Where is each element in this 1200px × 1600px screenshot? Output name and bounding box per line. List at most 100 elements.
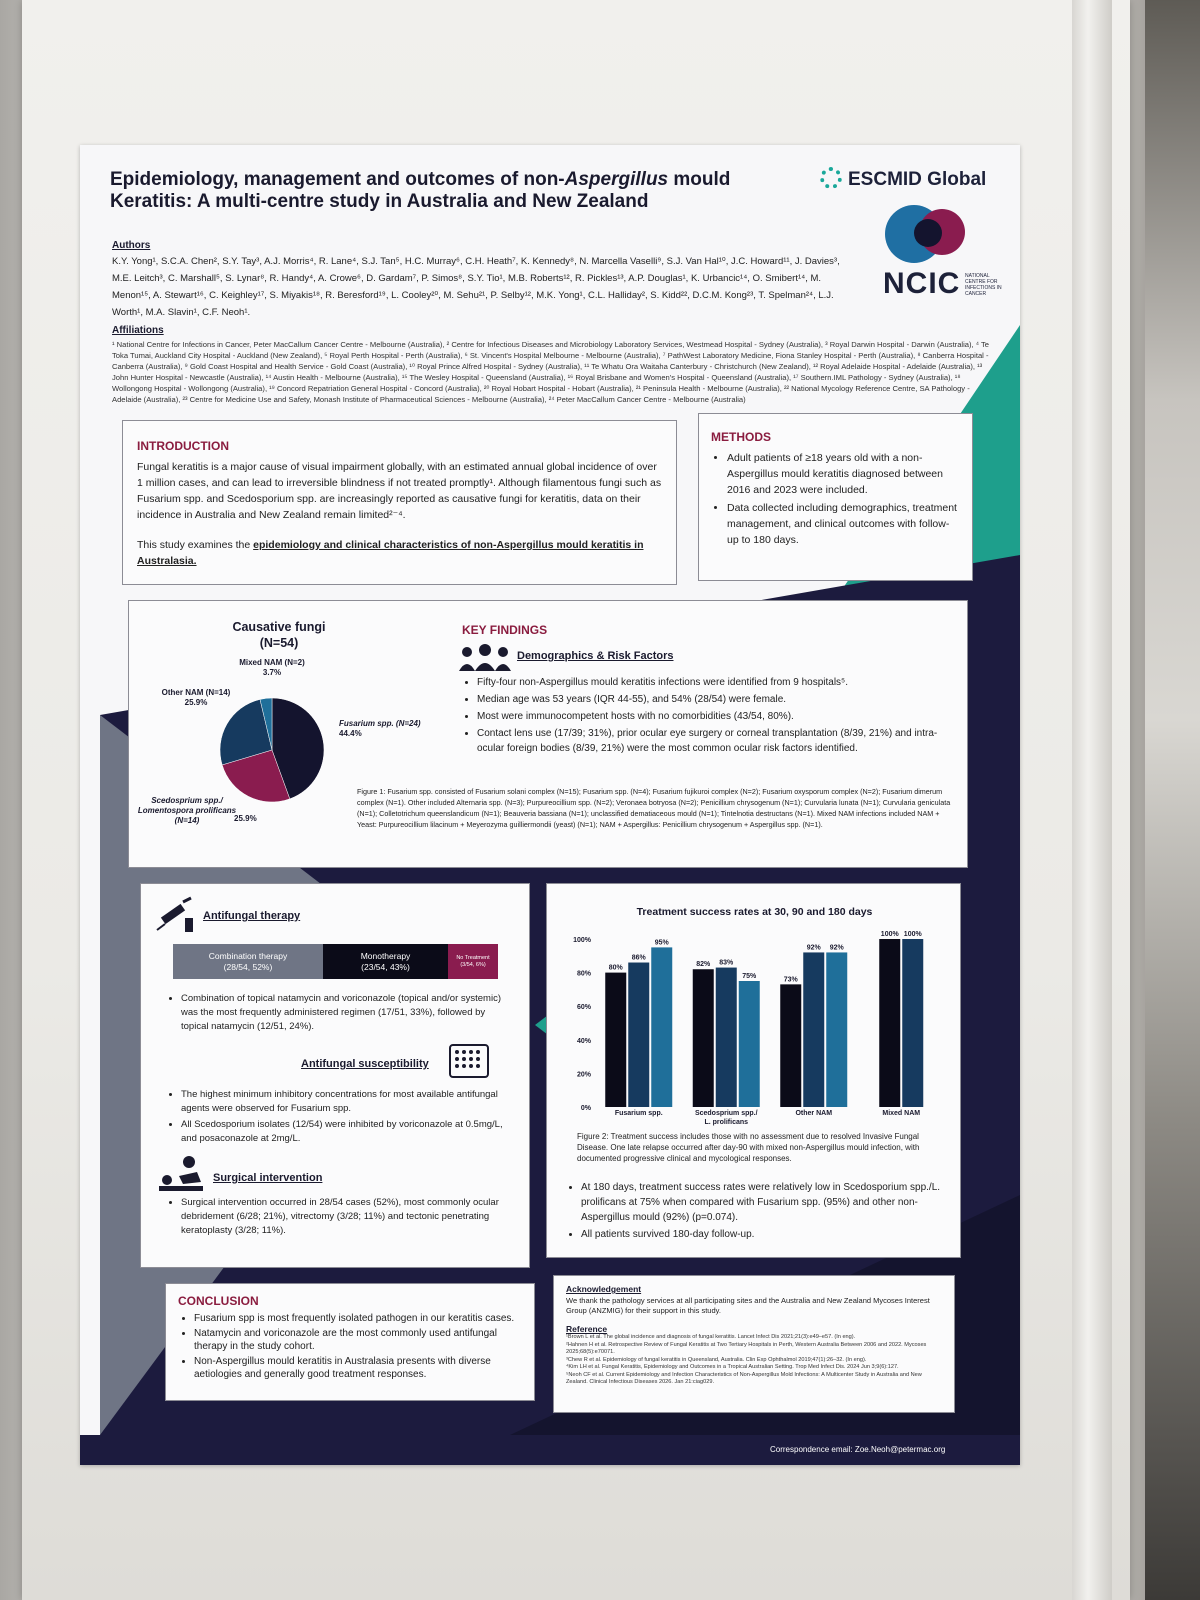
reference-heading: Reference: [566, 1324, 608, 1334]
list-item: Adult patients of ≥18 years old with a n…: [727, 450, 960, 498]
bar-value-label: 83%: [719, 960, 734, 967]
syringe-icon: [156, 896, 193, 932]
list-item: Most were immunocompetent hosts with no …: [477, 709, 951, 724]
list-item: Fusarium spp is most frequently isolated…: [194, 1312, 522, 1325]
list-item: At 180 days, treatment success rates wer…: [581, 1180, 950, 1225]
list-item: All Scedosporium isolates (12/54) were i…: [181, 1118, 515, 1146]
poster: Epidemiology, management and outcomes of…: [80, 145, 1020, 1465]
bar-chart-title: Treatment success rates at 30, 90 and 18…: [636, 906, 873, 918]
susceptibility-heading: Antifungal susceptibility: [301, 1058, 429, 1070]
figure-1-caption: Figure 1: Fusarium spp. consisted of Fus…: [357, 787, 951, 829]
list-item: The highest minimum inhibitory concentra…: [181, 1088, 515, 1116]
bar-3-1: [902, 939, 924, 1107]
segment-monotherapy: Monotherapy (23/54, 43%): [323, 944, 448, 979]
pie-slice-1: [221, 749, 291, 803]
pie-chart: [219, 697, 325, 803]
bar-2-0: [780, 984, 802, 1107]
bar-1-2: [738, 981, 760, 1107]
pie-label-fusarium: Fusarium spp. (N=24) 44.4%: [339, 719, 421, 738]
acknowledgement-heading: Acknowledgement: [566, 1284, 642, 1294]
bar-value-label: 92%: [830, 944, 845, 951]
findings-panel: Causative fungi (N=54) Mixed NAM (N=2) 3.7…: [128, 600, 968, 868]
antifungal-therapy-panel: Antifungal therapy Combination therapy (2…: [140, 883, 530, 1268]
list-item: Median age was 53 years (IQR 44-55), and…: [477, 692, 951, 707]
ncic-logo-subtitle: NATIONAL CENTRE FOR INFECTIONS IN CANCER: [965, 273, 1002, 297]
conclusion-list: Fusarium spp is most frequently isolated…: [178, 1312, 522, 1381]
ncic-logo-icon: [885, 205, 965, 263]
pie-label-scedosporium-pct: 25.9%: [234, 814, 257, 823]
reference-item: ⁵Neoh CF et al. Current Epidemiology and…: [566, 1371, 922, 1386]
bar-2-2: [826, 952, 848, 1107]
methods-panel: METHODS Adult patients of ≥18 years old …: [698, 413, 973, 581]
x-tick-label: Scedosprium spp./L. prolificans: [695, 1110, 758, 1126]
x-tick-label: Mixed NAM: [882, 1110, 920, 1117]
introduction-panel: INTRODUCTION Fungal keratitis is a major…: [122, 420, 677, 585]
conclusion-heading: CONCLUSION: [178, 1294, 259, 1308]
authors-list: K.Y. Yong¹, S.C.A. Chen², S.Y. Tay³, A.J…: [112, 256, 840, 318]
reference-item: ⁴Kim LH et al. Fungal Keratitis, Epidemi…: [566, 1364, 899, 1370]
ncic-logo: NCIC: [883, 267, 961, 300]
bar-2-1: [803, 952, 825, 1107]
x-tick-label: Other NAM: [795, 1110, 832, 1117]
y-tick-label: 60%: [577, 1004, 592, 1011]
bar-value-label: 86%: [632, 955, 647, 962]
treatment-success-panel: Treatment success rates at 30, 90 and 18…: [546, 883, 961, 1258]
poster-title: Epidemiology, management and outcomes of…: [110, 169, 731, 212]
y-tick-label: 20%: [577, 1071, 592, 1078]
bar-value-label: 100%: [881, 931, 900, 938]
surgery-icon: [159, 1156, 203, 1191]
figure-2-caption: Figure 2: Treatment success includes tho…: [577, 1132, 920, 1163]
segment-combination: Combination therapy (28/54, 52%): [173, 944, 323, 979]
bar-1-1: [715, 967, 737, 1107]
methods-list: Adult patients of ≥18 years old with a n…: [711, 450, 960, 548]
bar-0-1: [628, 962, 650, 1107]
surgical-list: Surgical intervention occurred in 28/54 …: [165, 1190, 515, 1240]
therapy-list: Combination of topical natamycin and vor…: [165, 986, 515, 1036]
introduction-heading: INTRODUCTION: [137, 439, 229, 453]
correspondence-email: Correspondence email: Zoe.Neoh@petermac.…: [770, 1445, 946, 1454]
conclusion-panel: CONCLUSION Fusarium spp is most frequent…: [165, 1283, 535, 1401]
reference-item: ²Hahnen H et al. Retrospective Review of…: [566, 1341, 927, 1356]
bar-value-label: 92%: [807, 944, 822, 951]
susceptibility-list: The highest minimum inhibitory concentra…: [165, 1082, 515, 1148]
escmid-logo: ESCMID Global: [820, 167, 986, 191]
bar-0-0: [605, 972, 627, 1107]
pie-label-mixed: Mixed NAM (N=2) 3.7%: [239, 658, 305, 677]
list-item: Combination of topical natamycin and vor…: [181, 992, 515, 1034]
exhibition-hall-view: [1145, 0, 1200, 1600]
pie-label-scedosporium: Scedosprium spp./ Lomentospora prolifica…: [137, 796, 237, 825]
list-item: Surgical intervention occurred in 28/54 …: [181, 1196, 515, 1238]
list-item: Data collected including demographics, t…: [727, 500, 960, 548]
introduction-text: Fungal keratitis is a major cause of vis…: [137, 461, 662, 521]
therapy-stacked-bar: Combination therapy (28/54, 52%) Monother…: [173, 944, 498, 979]
pie-slice-2: [219, 699, 273, 766]
poster-board-edge: [1072, 0, 1112, 1600]
bar-1-0: [692, 969, 714, 1107]
list-item: All patients survived 180-day follow-up.: [581, 1227, 950, 1242]
list-item: Natamycin and voriconazole are the most …: [194, 1327, 522, 1353]
key-findings-heading: KEY FINDINGS: [462, 623, 548, 637]
bar-value-label: 100%: [904, 931, 923, 938]
escmid-logo-icon: [820, 167, 842, 189]
reference-item: ³Chew R et al. Epidemiology of fungal ke…: [566, 1356, 867, 1363]
list-item: Non-Aspergillus mould keratitis in Austr…: [194, 1355, 522, 1381]
well-plate-icon: [449, 1044, 489, 1078]
affiliations-heading: Affiliations: [112, 325, 164, 336]
people-icon: [459, 644, 511, 671]
bar-0-2: [651, 947, 673, 1107]
affiliations-list: ¹ National Centre for Infections in Canc…: [112, 340, 990, 404]
x-tick-label: Fusarium spp.: [615, 1110, 663, 1117]
y-tick-label: 40%: [577, 1038, 592, 1045]
bar-value-label: 95%: [655, 939, 670, 946]
acknowledgement-text: We thank the pathology services at all p…: [566, 1296, 930, 1315]
acknowledgement-panel: Acknowledgement We thank the pathology s…: [553, 1275, 955, 1413]
reference-item: ¹Brown L et al. The global incidence and…: [566, 1334, 856, 1340]
segment-no-treatment: No Treatment (3/54, 6%): [448, 944, 498, 979]
bar-value-label: 82%: [696, 961, 711, 968]
pie-slice-3: [259, 697, 273, 751]
list-item: Contact lens use (17/39; 31%), prior ocu…: [477, 726, 951, 756]
demographics-heading: Demographics & Risk Factors: [517, 650, 674, 662]
bar-chart: 0% 20% 40% 60% 80% 100% 80% 86% 95% Fusarium spp.…: [573, 931, 924, 1126]
bar-3-0: [879, 939, 901, 1107]
pie-slice-0: [271, 697, 325, 800]
